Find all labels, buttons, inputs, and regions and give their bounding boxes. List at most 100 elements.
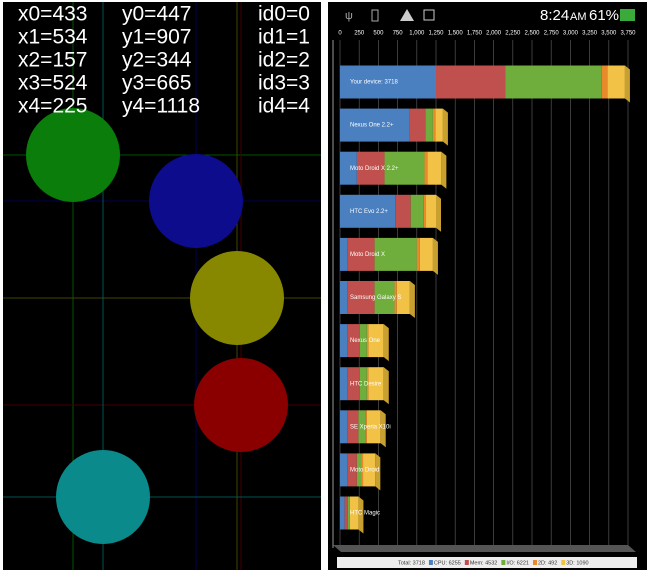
bar-segment bbox=[340, 453, 348, 487]
bar-segment bbox=[349, 496, 359, 530]
touch-point bbox=[56, 450, 150, 544]
bar-label: Moto Droid X 2.2+ bbox=[350, 166, 399, 172]
bar-segment bbox=[347, 453, 357, 487]
legend-entry: Total: 3718 bbox=[398, 560, 425, 566]
touch-readout: x1=534 bbox=[18, 26, 88, 49]
bar-segment bbox=[349, 496, 350, 530]
x-tick-label: 1,500 bbox=[448, 31, 464, 37]
touch-readout: y1=907 bbox=[122, 26, 191, 49]
bar-segment bbox=[347, 281, 375, 314]
x-tick-label: 750 bbox=[393, 31, 404, 37]
touch-readout: y3=665 bbox=[122, 72, 191, 95]
clock-ampm: AM bbox=[570, 11, 587, 23]
bar-segment bbox=[366, 324, 369, 358]
x-tick-label: 1,000 bbox=[409, 31, 425, 37]
bar-segment bbox=[344, 496, 348, 530]
touch-readout: id4=4 bbox=[258, 95, 310, 118]
touch-point bbox=[149, 154, 243, 248]
bar-segment bbox=[347, 324, 360, 358]
status-bar: ψ 8:24 AM 61% bbox=[345, 7, 635, 24]
bar-side bbox=[624, 65, 630, 103]
bar-label: Moto Droid bbox=[350, 467, 379, 473]
touch-readout: id1=1 bbox=[258, 26, 310, 49]
x-tick-label: 3,750 bbox=[620, 31, 636, 37]
legend-entry: 3D: 1090 bbox=[566, 560, 588, 566]
clock: 8:24 bbox=[540, 7, 569, 24]
battery-level: 61% bbox=[589, 7, 619, 24]
bar-side bbox=[409, 281, 415, 318]
bar-segment bbox=[425, 108, 433, 142]
bar-segment bbox=[340, 410, 348, 444]
bar-segment bbox=[356, 453, 362, 487]
legend-entry: CPU: 6255 bbox=[434, 560, 461, 566]
bar-segment bbox=[427, 151, 442, 185]
legend-entry: I/O: 6221 bbox=[506, 560, 529, 566]
touch-point bbox=[190, 251, 284, 345]
touch-readout: y0=447 bbox=[122, 3, 191, 26]
x-tick-label: 500 bbox=[373, 31, 384, 37]
x-tick-label: 2,500 bbox=[524, 31, 540, 37]
touch-point bbox=[26, 108, 120, 202]
bar-segment bbox=[409, 108, 426, 142]
bar-segment bbox=[340, 496, 345, 530]
bar-label: HTC Desire bbox=[350, 381, 382, 387]
bar-segment bbox=[340, 151, 357, 185]
legend-swatch bbox=[532, 560, 537, 565]
touch-readout: id3=3 bbox=[258, 72, 310, 95]
bar-segment bbox=[368, 324, 384, 358]
bar-segment bbox=[365, 410, 367, 444]
warning-icon bbox=[400, 9, 414, 21]
bar-side bbox=[383, 324, 389, 362]
bar-segment bbox=[607, 65, 625, 99]
bar-segment bbox=[347, 410, 359, 444]
touch-readout: y4=1118 bbox=[122, 95, 200, 118]
bar-segment bbox=[396, 281, 410, 314]
bar-segment bbox=[505, 65, 602, 99]
legend-entry: Mem: 4532 bbox=[470, 560, 498, 566]
bar-segment bbox=[340, 65, 436, 99]
x-tick-label: 1,750 bbox=[467, 31, 483, 37]
bar-segment bbox=[347, 237, 375, 271]
touch-readout: x0=433 bbox=[18, 3, 87, 26]
touch-readout: x2=157 bbox=[18, 49, 87, 72]
touch-readout: id2=2 bbox=[258, 49, 310, 72]
bar-side bbox=[380, 410, 386, 448]
bar-label: Your device: 3718 bbox=[350, 80, 398, 86]
bar-segment bbox=[340, 108, 410, 142]
touch-area bbox=[3, 2, 321, 570]
bar-segment bbox=[436, 65, 506, 99]
x-tick-label: 0 bbox=[338, 31, 342, 37]
bar-segment bbox=[347, 496, 350, 530]
bar-segment bbox=[426, 194, 436, 228]
bar-segment bbox=[394, 281, 397, 314]
bar-segment bbox=[368, 367, 384, 401]
legend-swatch bbox=[561, 560, 566, 565]
x-tick-label: 1,250 bbox=[428, 31, 444, 37]
touch-readout: id0=0 bbox=[258, 3, 310, 26]
bar-segment bbox=[419, 237, 433, 271]
bar-label: HTC Magic bbox=[350, 511, 380, 517]
touch-readout: y2=344 bbox=[122, 49, 192, 72]
image-icon bbox=[423, 9, 435, 21]
legend-swatch bbox=[428, 560, 433, 565]
bar-side bbox=[432, 237, 438, 275]
bar-segment bbox=[384, 151, 425, 185]
sim-icon bbox=[371, 9, 379, 22]
x-tick-label: 3,250 bbox=[582, 31, 598, 37]
legend-entry: 2D: 492 bbox=[538, 560, 557, 566]
bar-segment bbox=[356, 151, 385, 185]
bar-segment bbox=[340, 324, 348, 358]
bar-segment bbox=[366, 367, 369, 401]
bar-label: Nexus One bbox=[350, 338, 381, 344]
bar-segment bbox=[359, 324, 367, 358]
bar-segment bbox=[374, 237, 417, 271]
touch-point bbox=[194, 358, 288, 452]
bar-label: HTC Evo 2.2+ bbox=[350, 209, 388, 215]
bar-segment bbox=[359, 367, 367, 401]
bar-segment bbox=[363, 453, 376, 487]
bar-segment bbox=[395, 194, 411, 228]
x-tick-label: 250 bbox=[354, 31, 365, 37]
bar-segment bbox=[424, 151, 428, 185]
